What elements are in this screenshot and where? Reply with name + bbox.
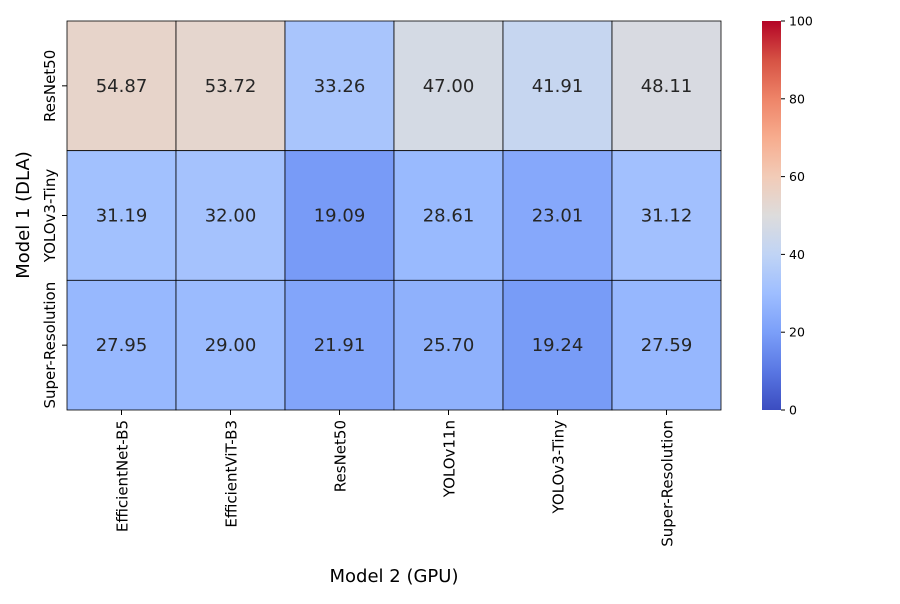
heatmap-cell — [611, 279, 722, 411]
x-tick-label: YOLOv11n — [441, 420, 459, 498]
y-tick-label: YOLOv3-Tiny — [41, 169, 59, 264]
colorbar-tick-label: 100 — [789, 14, 813, 29]
y-tick-label: ResNet50 — [41, 50, 59, 122]
heatmap-cell-label: 53.72 — [205, 76, 257, 97]
colorbar — [762, 21, 781, 410]
y-axis-label: Model 1 (DLA) — [13, 151, 34, 279]
heatmap-cell-label: 19.24 — [532, 335, 584, 356]
x-axis-ticks: EfficientNet-B5 EfficientViT-B3 ResNet50 YO… — [114, 410, 677, 547]
heatmap-cell-label: 25.70 — [423, 335, 475, 356]
heatmap-cell — [502, 279, 613, 411]
y-axis-ticks: ResNet50 YOLOv3-Tiny Super-Resolution — [41, 50, 67, 409]
heatmap-cell-label: 28.61 — [423, 206, 475, 227]
heatmap-cell-label: 41.91 — [532, 76, 584, 97]
colorbar-tick-label: 60 — [789, 169, 805, 184]
heatmap-cell-labels: 54.87 53.72 33.26 47.00 41.91 48.11 31.19 32.00… — [96, 76, 693, 356]
heatmap-cell — [611, 150, 722, 281]
heatmap-cell-label: 21.91 — [314, 335, 366, 356]
heatmap-cell-label: 27.59 — [641, 335, 693, 356]
colorbar-tick-label: 0 — [789, 403, 797, 418]
colorbar-ticks: 0 20 40 60 80 100 — [781, 14, 813, 418]
heatmap-cell — [284, 279, 395, 411]
heatmap-cell — [393, 279, 504, 411]
x-axis-label: Model 2 (GPU) — [330, 566, 459, 587]
heatmap-cells — [66, 20, 722, 411]
heatmap-cell — [393, 150, 504, 281]
heatmap-cell-label: 31.12 — [641, 206, 693, 227]
colorbar-tick-label: 40 — [789, 247, 805, 262]
heatmap-cell-label: 32.00 — [205, 206, 257, 227]
heatmap-cell-label: 47.00 — [423, 76, 475, 97]
x-tick-label: YOLOv3-Tiny — [550, 420, 568, 515]
x-tick-label: EfficientNet-B5 — [114, 420, 132, 532]
heatmap-cell — [175, 150, 286, 281]
heatmap-cell — [66, 20, 177, 152]
heatmap-cell-label: 31.19 — [96, 206, 148, 227]
heatmap-cell-label: 29.00 — [205, 335, 257, 356]
heatmap-cell — [175, 279, 286, 411]
heatmap-cell — [393, 20, 504, 152]
x-tick-label: EfficientViT-B3 — [223, 420, 241, 528]
heatmap-cell — [66, 279, 177, 411]
heatmap-cell — [175, 20, 286, 152]
heatmap-cell-label: 23.01 — [532, 206, 584, 227]
heatmap-cell-label: 27.95 — [96, 335, 148, 356]
y-tick-label: Super-Resolution — [41, 282, 59, 409]
colorbar-gradient — [762, 21, 781, 410]
heatmap-cell — [502, 20, 613, 152]
x-tick-label: Super-Resolution — [659, 420, 677, 547]
heatmap-cell-label: 54.87 — [96, 76, 148, 97]
colorbar-tick-label: 80 — [789, 91, 805, 106]
heatmap-cell-label: 19.09 — [314, 206, 366, 227]
colorbar-tick-label: 20 — [789, 325, 805, 340]
heatmap-cell — [611, 20, 722, 152]
heatmap-cell-label: 33.26 — [314, 76, 366, 97]
heatmap-cell — [66, 150, 177, 281]
heatmap-cell — [284, 20, 395, 152]
heatmap-cell-label: 48.11 — [641, 76, 693, 97]
x-tick-label: ResNet50 — [332, 420, 350, 492]
